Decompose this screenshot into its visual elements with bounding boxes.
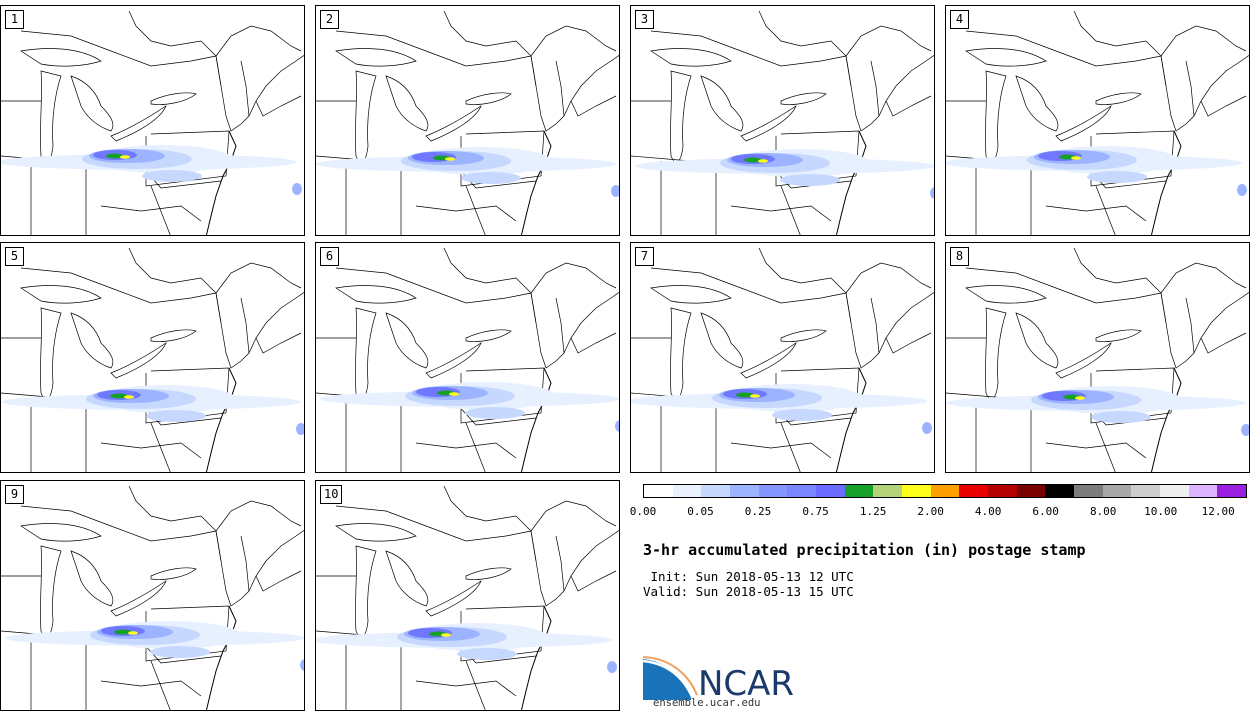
- colorbar-swatch: [1160, 485, 1189, 497]
- member-number: 6: [320, 247, 339, 266]
- logo-text: NCAR: [698, 664, 793, 700]
- colorbar-tick-label: 0.25: [744, 505, 772, 518]
- colorbar-swatch: [701, 485, 731, 497]
- init-time: Init: Sun 2018-05-13 12 UTC: [643, 569, 854, 584]
- member-number: 1: [5, 10, 24, 29]
- figure-title: 3-hr accumulated precipitation (in) post…: [643, 541, 1086, 559]
- postage-stamp-panel: 6: [315, 242, 620, 473]
- colorbar-swatch: [758, 485, 788, 497]
- postage-stamp-panel: 7: [630, 242, 935, 473]
- colorbar-swatch: [1188, 485, 1218, 497]
- postage-stamp-panel: 3: [630, 5, 935, 236]
- colorbar-swatch: [644, 485, 673, 497]
- ncar-logo: NCAR: [643, 656, 793, 700]
- colorbar-swatch: [1016, 485, 1046, 497]
- postage-stamp-panel: 1: [0, 5, 305, 236]
- colorbar-tick-label: 12.00: [1201, 505, 1235, 518]
- colorbar-swatch: [988, 485, 1017, 497]
- colorbar-tick-label: 0.00: [629, 505, 657, 518]
- colorbar-swatch: [844, 485, 874, 497]
- postage-stamp-panel: 9: [0, 480, 305, 711]
- colorbar-swatch: [959, 485, 989, 497]
- member-number: 7: [635, 247, 654, 266]
- postage-stamp-panel: 10: [315, 480, 620, 711]
- colorbar-tick-label: 8.00: [1089, 505, 1117, 518]
- colorbar-swatch: [902, 485, 931, 497]
- postage-stamp-panel: 2: [315, 5, 620, 236]
- colorbar-swatch: [1131, 485, 1161, 497]
- colorbar-swatch: [930, 485, 960, 497]
- colorbar-swatch: [1074, 485, 1103, 497]
- postage-stamp-panel: 8: [945, 242, 1250, 473]
- colorbar-tick-label: 10.00: [1144, 505, 1178, 518]
- colorbar-swatch: [1102, 485, 1132, 497]
- colorbar-tick-label: 6.00: [1032, 505, 1059, 518]
- precip-colorbar: [643, 484, 1247, 498]
- url-text: ensemble.ucar.edu: [653, 697, 761, 709]
- member-number: 4: [950, 10, 969, 29]
- member-number: 10: [320, 485, 343, 504]
- colorbar-tick-label: 0.75: [802, 505, 829, 518]
- colorbar-swatch: [787, 485, 817, 497]
- member-number: 8: [950, 247, 969, 266]
- colorbar-swatch: [1217, 485, 1247, 497]
- colorbar-swatch: [1045, 485, 1075, 497]
- colorbar-tick-label: 0.05: [687, 505, 714, 518]
- postage-stamp-panel: 4: [945, 5, 1250, 236]
- member-number: 3: [635, 10, 654, 29]
- postage-stamp-panel: 5: [0, 242, 305, 473]
- colorbar-swatch: [672, 485, 702, 497]
- colorbar-tick-label: 1.25: [859, 505, 887, 518]
- colorbar-swatch: [816, 485, 845, 497]
- valid-time: Valid: Sun 2018-05-13 15 UTC: [643, 584, 854, 599]
- colorbar-tick-label: 4.00: [974, 505, 1002, 518]
- colorbar-tick-label: 2.00: [917, 505, 944, 518]
- colorbar-swatch: [873, 485, 903, 497]
- member-number: 9: [5, 485, 24, 504]
- colorbar-swatch: [730, 485, 759, 497]
- member-number: 2: [320, 10, 339, 29]
- member-number: 5: [5, 247, 24, 266]
